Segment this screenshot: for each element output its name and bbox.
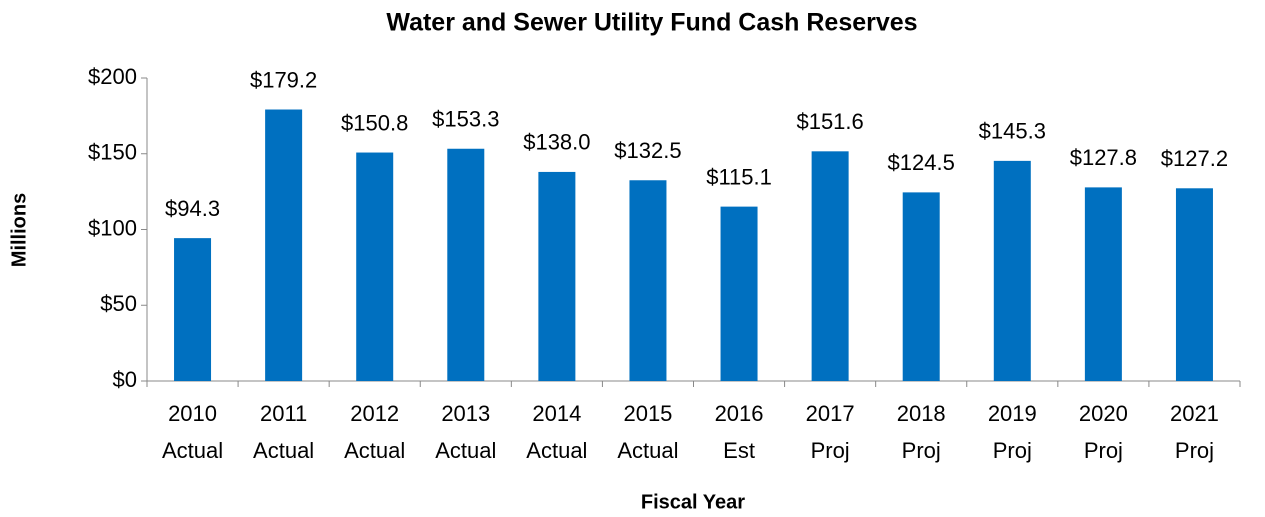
x-axis-title: Fiscal Year — [641, 491, 745, 513]
y-tick-label: $100 — [88, 215, 137, 240]
x-tick-label: 2013 Actual — [435, 401, 496, 463]
x-tick-label: 2018 Proj — [897, 401, 946, 463]
x-tick-label-line: 2013 — [441, 401, 490, 426]
x-tick-label-line: Est — [723, 438, 755, 463]
bar — [174, 238, 212, 381]
chart-title: Water and Sewer Utility Fund Cash Reserv… — [386, 9, 917, 37]
y-axis-title: Millions — [8, 193, 30, 267]
data-label: $138.0 — [523, 130, 590, 155]
y-tick-label: $0 — [113, 367, 137, 392]
x-tick-label: 2017 Proj — [806, 401, 855, 463]
x-tick-label-line: 2021 — [1170, 401, 1219, 426]
x-tick-label: 2021 Proj — [1170, 401, 1219, 463]
y-tick-label: $150 — [88, 140, 137, 165]
x-tick-label: 2014 Actual — [526, 401, 587, 463]
x-tick-label-line: 2012 — [350, 401, 399, 426]
y-tick-label: $50 — [100, 291, 137, 316]
bar — [629, 180, 667, 381]
x-tick-label-line: 2015 — [623, 401, 672, 426]
x-tick-label-line: Actual — [253, 438, 314, 463]
data-label: $127.2 — [1161, 146, 1228, 171]
data-label: $132.5 — [614, 138, 681, 163]
data-label: $153.3 — [432, 107, 499, 132]
x-tick-label-line: Actual — [526, 438, 587, 463]
x-tick-label: 2012 Actual — [344, 401, 405, 463]
x-tick-label-line: Actual — [617, 438, 678, 463]
bar — [1084, 187, 1122, 381]
x-tick-label: 2015 Actual — [617, 401, 678, 463]
data-label: $145.3 — [979, 119, 1046, 144]
bar — [1175, 188, 1213, 381]
data-label: $150.8 — [341, 110, 408, 135]
x-tick-label-line: Proj — [1084, 438, 1123, 463]
x-tick-label-line: 2010 — [168, 401, 217, 426]
x-tick-label-line: Actual — [162, 438, 223, 463]
x-tick-label: 2011 Actual — [253, 401, 314, 463]
x-tick-label-line: 2011 — [260, 401, 307, 426]
x-tick-label-line: 2016 — [715, 401, 764, 426]
bar — [538, 171, 576, 381]
x-tick-label: 2019 Proj — [988, 401, 1037, 463]
x-tick-label-line: Proj — [1175, 438, 1214, 463]
data-label: $94.3 — [165, 196, 220, 221]
data-label: $179.2 — [250, 67, 317, 92]
data-label: $115.1 — [706, 164, 772, 189]
x-tick-label-line: 2018 — [897, 401, 946, 426]
data-label: $127.8 — [1070, 145, 1137, 170]
bar — [720, 206, 758, 381]
x-tick-label-line: 2020 — [1079, 401, 1128, 426]
x-tick-label: 2016 Est — [715, 401, 764, 463]
y-tick-label: $200 — [88, 64, 137, 89]
bar — [265, 109, 303, 382]
x-tick-label-line: 2017 — [806, 401, 855, 426]
bar — [811, 151, 849, 381]
x-tick-label: 2010 Actual — [162, 401, 223, 463]
x-tick-label-line: 2019 — [988, 401, 1037, 426]
x-tick-label-line: Proj — [811, 438, 850, 463]
bar — [993, 160, 1031, 381]
data-label: $124.5 — [888, 150, 955, 175]
x-tick-label-line: Proj — [902, 438, 941, 463]
x-tick-label-line: Actual — [344, 438, 405, 463]
bar — [447, 148, 485, 381]
x-tick-label-line: Proj — [993, 438, 1032, 463]
x-tick-label-line: Actual — [435, 438, 496, 463]
x-tick-label: 2020 Proj — [1079, 401, 1128, 463]
data-label: $151.6 — [796, 109, 863, 134]
x-tick-label-line: 2014 — [532, 401, 581, 426]
bar — [356, 152, 394, 381]
bar — [902, 192, 940, 381]
